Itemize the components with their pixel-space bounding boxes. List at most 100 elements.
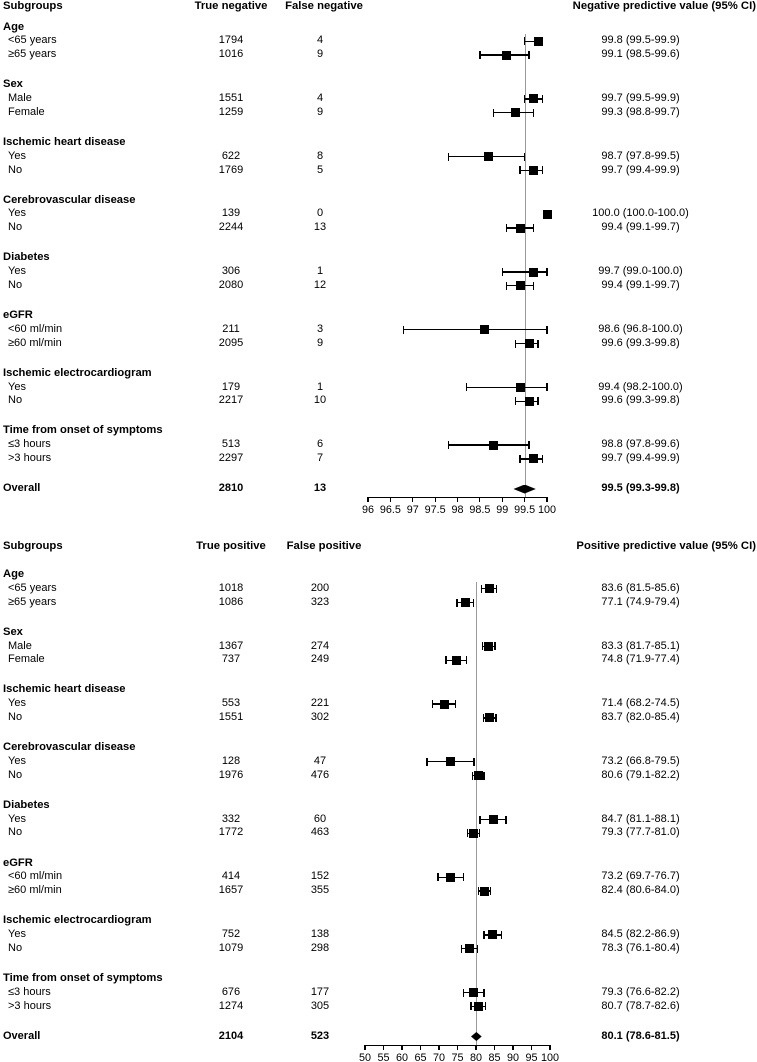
row-label: Male <box>8 639 32 652</box>
group-label: Ischemic electrocardiogram <box>3 366 152 379</box>
count-col1: 1016 <box>218 48 244 61</box>
axis-tick-label: 100 <box>537 504 556 517</box>
estimate-text: 99.7 (99.4-99.9) <box>601 452 680 464</box>
count-col2: 47 <box>313 754 327 767</box>
axis-tick-label: 96 <box>361 504 374 517</box>
count-col2: 138 <box>310 928 330 940</box>
estimate-text: 84.7 (81.1-88.1) <box>601 812 680 825</box>
estimate-text: 80.7 (78.7-82.6) <box>601 999 680 1012</box>
group-label: Ischemic heart disease <box>3 683 126 696</box>
group-label: Cerebrovascular disease <box>3 193 136 206</box>
row-label: ≤3 hours <box>8 985 51 998</box>
ci-cap-right <box>463 873 465 882</box>
ci-cap-right <box>473 757 475 766</box>
count-col1: 211 <box>222 322 240 335</box>
count-col2: 177 <box>310 985 330 998</box>
point-marker <box>511 108 521 118</box>
ci-cap-right <box>483 988 485 997</box>
row-label: <65 years <box>8 581 57 594</box>
row-label: No <box>8 278 23 291</box>
ci-cap-right <box>546 325 548 334</box>
point-marker <box>488 930 498 940</box>
axis-tick <box>456 497 459 503</box>
point-marker <box>515 223 525 233</box>
row-label: >3 hours <box>8 452 52 464</box>
estimate-text: 98.7 (97.8-99.5) <box>601 149 680 162</box>
count-col1: 332 <box>221 812 241 825</box>
ci-cap-left <box>519 454 521 463</box>
ci-cap-right <box>541 166 544 175</box>
row-label: No <box>8 768 23 781</box>
row-label: ≥65 years <box>8 595 57 608</box>
row-label: Female <box>8 653 45 666</box>
estimate-text: 78.3 (76.1-80.4) <box>601 941 680 954</box>
axis-tick <box>412 497 414 503</box>
count-col2: 10 <box>313 394 327 407</box>
row-label: Yes <box>8 812 26 825</box>
true-positive-header: True positive <box>196 540 266 552</box>
point-marker <box>446 872 456 882</box>
ci-cap-right <box>523 152 526 161</box>
estimate-text: 79.3 (77.7-81.0) <box>601 826 680 839</box>
estimate-text: 84.5 (82.2-86.9) <box>601 928 680 940</box>
ci-cap-right <box>473 598 475 607</box>
ci-cap-left <box>482 713 485 722</box>
count-col1: 1769 <box>218 163 244 176</box>
row-label: ≤3 hours <box>8 438 51 451</box>
point-marker <box>485 713 495 723</box>
estimate-text: 99.5 (99.3-99.8) <box>601 482 680 495</box>
point-marker <box>480 886 490 896</box>
axis-tick <box>493 1044 496 1050</box>
ci-cap-right <box>546 383 548 392</box>
ci-cap-right <box>537 339 539 348</box>
axis-tick <box>549 1044 551 1050</box>
group-label: Time from onset of symptoms <box>3 971 163 984</box>
ci-cap-left <box>426 757 428 766</box>
ci-line <box>466 386 547 389</box>
ci-cap-left <box>462 988 465 997</box>
axis-tick <box>475 1044 477 1050</box>
axis-tick <box>479 497 481 503</box>
group-label: Time from onset of symptoms <box>3 424 163 437</box>
ci-cap-right <box>484 1002 487 1011</box>
group-label: Sex <box>3 625 23 638</box>
count-col2: 13 <box>313 482 327 495</box>
count-col1: 513 <box>221 438 241 451</box>
count-col2: 298 <box>310 941 330 954</box>
count-col2: 476 <box>310 768 330 781</box>
ci-cap-left <box>514 397 517 406</box>
point-marker <box>524 339 534 348</box>
axis-tick-label: 100 <box>540 1051 559 1062</box>
axis-tick <box>401 1044 403 1050</box>
count-col1: 139 <box>221 207 241 220</box>
ci-cap-left <box>465 383 468 392</box>
axis-tick-label: 98 <box>451 504 464 517</box>
ci-cap-right <box>476 944 479 953</box>
count-col2: 249 <box>310 653 330 666</box>
reference-line <box>476 581 478 1045</box>
estimate-text: 99.1 (98.5-99.6) <box>601 48 680 61</box>
count-col1: 1657 <box>218 884 244 897</box>
point-marker <box>515 281 525 291</box>
estimate-text: 98.8 (97.8-99.6) <box>601 438 680 451</box>
point-marker <box>468 828 478 838</box>
axis-tick <box>512 1044 514 1050</box>
ci-cap-right <box>494 642 496 651</box>
ci-cap-left <box>466 829 469 838</box>
estimate-text: 100.0 (100.0-100.0) <box>592 207 689 220</box>
group-label: Diabetes <box>3 798 50 811</box>
count-col2: 274 <box>310 639 330 652</box>
overall-diamond <box>513 484 536 494</box>
row-label: Yes <box>8 265 26 278</box>
point-marker <box>460 598 470 607</box>
axis-tick <box>546 497 548 503</box>
axis-tick-label: 97.5 <box>424 504 446 517</box>
point-marker <box>529 94 539 104</box>
row-label: Yes <box>8 928 26 940</box>
ci-cap-right <box>465 656 468 665</box>
false-negative-header: False negative <box>285 0 363 12</box>
ppv-header: Positive predictive value (95% CI) <box>576 540 756 552</box>
axis-tick-label: 80 <box>469 1051 482 1062</box>
row-label: <60 ml/min <box>8 322 63 335</box>
point-marker <box>479 325 489 335</box>
